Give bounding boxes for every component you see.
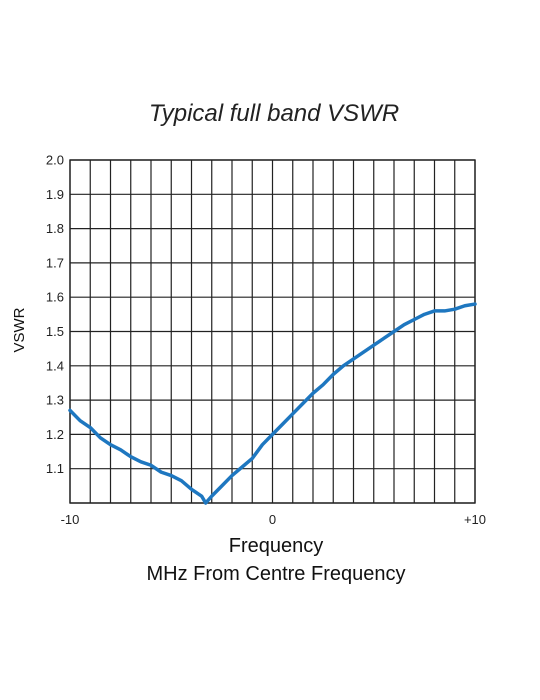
x-tick-label: +10 — [464, 512, 486, 527]
y-tick-labels: 2.0 1.9 1.8 1.7 1.6 1.5 1.4 1.3 1.2 1.1 — [46, 153, 64, 477]
y-tick-label: 1.4 — [46, 358, 64, 373]
y-tick-label: 1.8 — [46, 221, 64, 236]
y-tick-label: 1.7 — [46, 255, 64, 270]
x-axis-label: Frequency — [229, 535, 324, 557]
x-axis-sublabel: MHz From Centre Frequency — [147, 563, 406, 585]
y-tick-label: 2.0 — [46, 153, 64, 168]
grid — [69, 159, 476, 504]
x-tick-labels: -10 0 +10 — [61, 512, 486, 527]
y-tick-label: 1.1 — [46, 461, 64, 476]
y-tick-label: 1.2 — [46, 427, 64, 442]
y-tick-label: 1.5 — [46, 324, 64, 339]
plot-frame — [69, 159, 476, 504]
series-group — [68, 302, 477, 505]
y-tick-label: 1.3 — [46, 393, 64, 408]
x-tick-label: 0 — [269, 512, 276, 527]
x-tick-label: -10 — [61, 512, 80, 527]
series-line — [68, 302, 477, 505]
chart-title: Typical full band VSWR — [149, 100, 399, 127]
y-tick-label: 1.9 — [46, 187, 64, 202]
y-axis-label: VSWR — [11, 307, 28, 352]
y-tick-label: 1.6 — [46, 290, 64, 305]
